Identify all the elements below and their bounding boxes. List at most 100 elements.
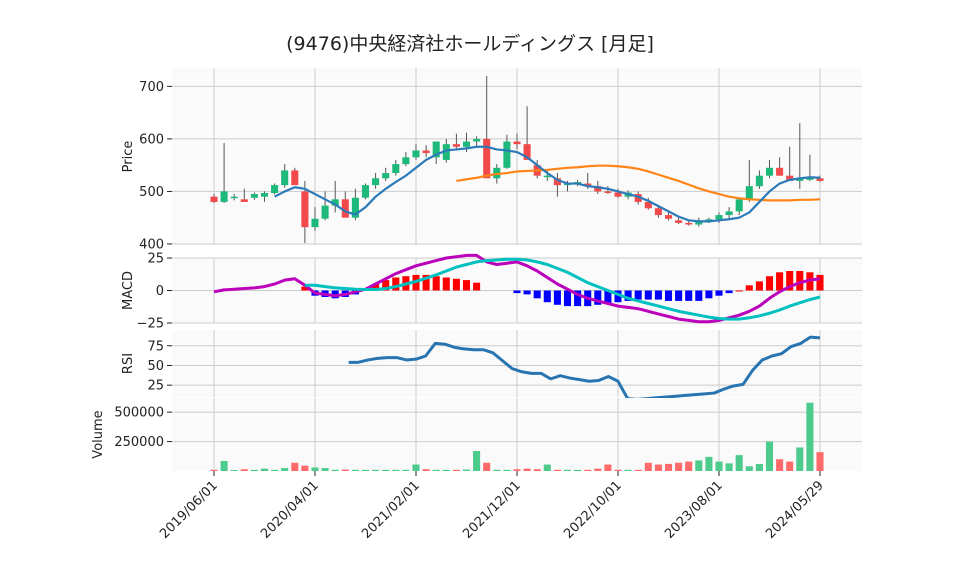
volume-bar <box>786 461 794 471</box>
candle-body <box>725 211 733 216</box>
volume-bar <box>765 441 774 471</box>
candle-body <box>301 191 309 228</box>
candle-body <box>402 157 410 165</box>
volume-bar <box>715 461 723 471</box>
candle-body <box>806 178 814 180</box>
candle-body <box>281 170 289 186</box>
volume-bar <box>271 469 279 471</box>
volume-bar <box>675 462 683 471</box>
candle-body <box>685 222 693 225</box>
macd-histogram-bar <box>604 290 612 304</box>
volume-bar <box>493 469 501 471</box>
volume-bar <box>341 469 349 471</box>
volume-panel: 250000 500000 Volume <box>91 398 862 471</box>
candle-body <box>250 194 258 198</box>
candle-body <box>442 144 450 160</box>
volume-bar <box>594 468 602 471</box>
volume-bar <box>291 462 299 471</box>
macd-histogram-bar <box>462 280 471 291</box>
volume-bar <box>745 466 753 471</box>
candle-body <box>513 141 521 145</box>
volume-bar <box>462 469 471 471</box>
candle-body <box>422 150 430 154</box>
volume-bar <box>402 469 410 471</box>
candle-body <box>220 191 228 202</box>
macd-tick-label: 25 <box>147 252 164 267</box>
price-tick-label: 700 <box>139 80 164 95</box>
macd-histogram-bar <box>654 290 662 300</box>
candle-body <box>382 173 390 179</box>
candle-body <box>351 197 359 218</box>
candle-body <box>614 192 622 197</box>
macd-histogram-bar <box>563 290 572 307</box>
volume-bar <box>473 450 481 471</box>
candle-body <box>715 215 723 220</box>
macd-histogram-bar <box>755 281 763 291</box>
macd-histogram-bar <box>735 290 743 292</box>
volume-bar <box>563 469 572 471</box>
candle-body <box>483 138 491 179</box>
rsi-tick-label: 25 <box>147 379 164 394</box>
x-tick-label: 2021/02/01 <box>359 478 423 542</box>
volume-bar <box>382 469 390 471</box>
x-axis: 2019/06/01 2020/04/01 2021/02/01 2021/12/01… <box>157 471 827 542</box>
volume-bar <box>624 469 632 471</box>
volume-bar <box>816 452 824 471</box>
volume-bar <box>372 469 380 471</box>
candle-body <box>796 178 804 181</box>
price-panel: 400 500 600 700 Price <box>121 68 862 252</box>
candle-body <box>644 201 652 209</box>
volume-bar <box>392 469 400 471</box>
volume-bar <box>776 459 784 471</box>
candle-body <box>755 175 763 187</box>
volume-bar <box>301 465 309 471</box>
volume-tick-label: 500000 <box>114 406 164 421</box>
ma-long-line <box>456 164 821 202</box>
macd-histogram-bar <box>422 274 430 291</box>
macd-histogram-bar <box>765 276 774 291</box>
candle-body <box>776 167 784 176</box>
volume-bar <box>725 463 733 471</box>
price-tick-label: 600 <box>139 132 164 147</box>
candle-body <box>412 150 420 158</box>
macd-histogram-bar <box>372 284 380 291</box>
candle-body <box>392 164 400 174</box>
macd-tick-label: 0 <box>156 284 164 299</box>
macd-histogram-bar <box>553 290 561 305</box>
volume-bar <box>331 469 339 471</box>
candle-body <box>271 185 279 194</box>
macd-histogram-bar <box>624 290 632 301</box>
x-tick-label: 2019/06/01 <box>157 478 221 542</box>
volume-bar <box>806 402 814 471</box>
volume-bar <box>230 470 238 471</box>
macd-histogram-bar <box>382 280 390 291</box>
macd-histogram-bar <box>473 282 481 291</box>
macd-line <box>213 253 821 324</box>
signal-line <box>304 257 821 321</box>
candle-body <box>291 170 299 186</box>
macd-histogram-bar <box>432 276 440 291</box>
candle-body <box>664 215 673 219</box>
volume-bar <box>281 468 289 471</box>
rsi-tick-label: 50 <box>147 359 164 374</box>
macd-histogram-bar <box>614 290 622 303</box>
candle-body <box>786 175 794 181</box>
volume-bar <box>422 469 430 471</box>
macd-histogram-bar <box>675 290 683 301</box>
candle-body <box>372 178 380 186</box>
rsi-panel: 75 50 25 RSI <box>121 330 862 401</box>
candle-body <box>462 141 471 147</box>
volume-bar <box>614 469 622 471</box>
macd-tick-label: −25 <box>137 317 164 332</box>
volume-bar <box>796 447 804 471</box>
x-tick-label: 2020/04/01 <box>258 478 322 542</box>
volume-bar <box>220 460 228 471</box>
volume-bar <box>432 469 440 471</box>
volume-bar <box>321 468 329 471</box>
macd-histogram-bar <box>523 290 531 295</box>
candle-body <box>584 183 592 187</box>
macd-histogram-bar <box>705 290 713 299</box>
volume-bar <box>311 467 319 471</box>
